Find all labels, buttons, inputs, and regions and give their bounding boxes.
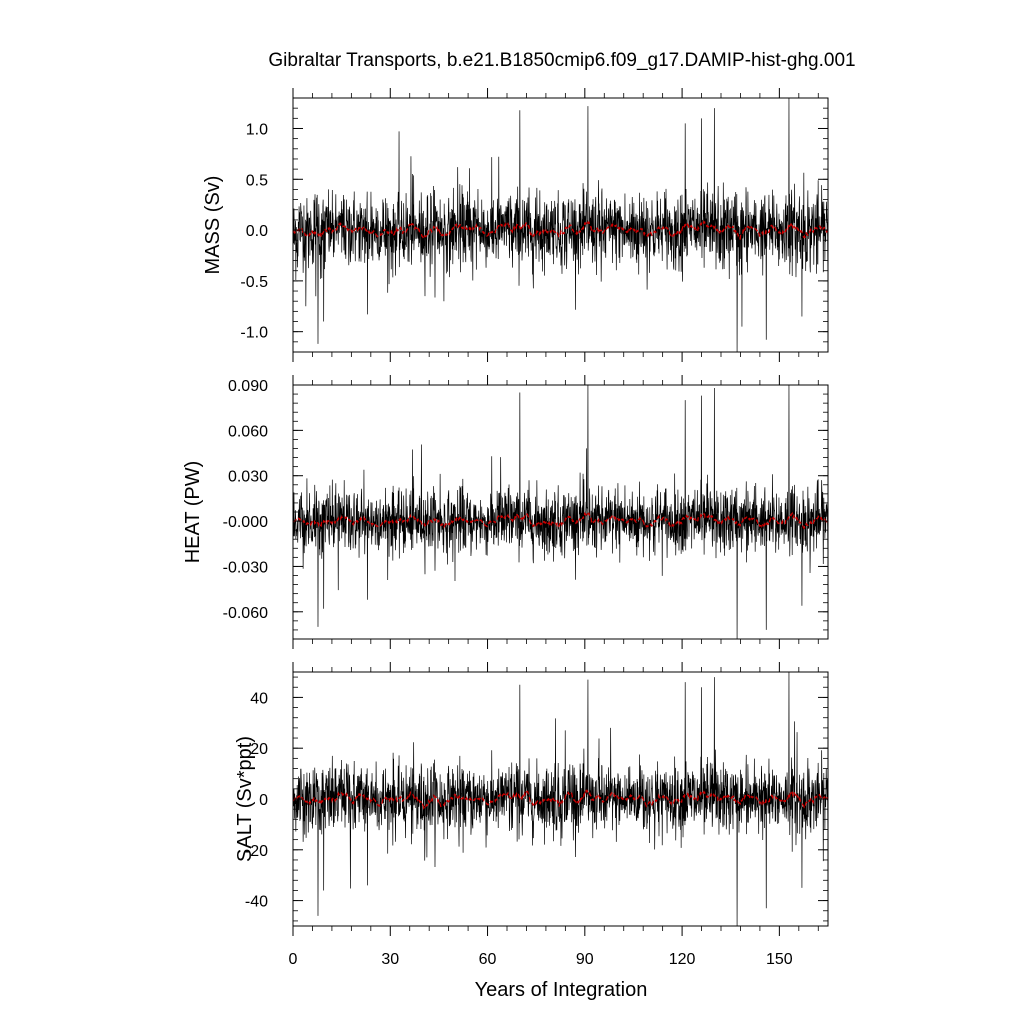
salt-ytick-label: 20 xyxy=(250,741,268,758)
heat-ytick-label: 0.030 xyxy=(228,469,268,486)
heat-ytick-label: -0.030 xyxy=(223,559,268,576)
mass-raw-series-line xyxy=(292,97,829,353)
salt-smoothed-series-line xyxy=(292,789,829,810)
mass-series-layer xyxy=(292,97,829,353)
xtick-label: 120 xyxy=(669,951,696,968)
mass-ytick-label: -1.0 xyxy=(240,325,268,342)
mass-tick-layer: -1.0 -0.5 0.0 0.5 1.0 xyxy=(240,88,828,362)
chart-title: Gibraltar Transports, b.e21.B1850cmip6.f… xyxy=(268,50,855,71)
heat-series-layer xyxy=(292,384,829,640)
mass-smoothed-series-line xyxy=(292,219,829,241)
xtick-label: 60 xyxy=(479,951,497,968)
xtick-label: 30 xyxy=(381,951,399,968)
heat-ytick-label: 0.090 xyxy=(228,378,268,395)
heat-ytick-label: 0.060 xyxy=(228,423,268,440)
x-axis-title: Years of Integration xyxy=(475,979,648,1001)
salt-ytick-label: -40 xyxy=(245,894,268,911)
mass-ytick-label: -0.5 xyxy=(240,274,268,291)
panel-mass: -1.0 -0.5 0.0 0.5 1.0 MASS (Sv) xyxy=(202,88,829,362)
salt-ytick-label: -20 xyxy=(245,843,268,860)
heat-raw-series-line xyxy=(292,384,829,640)
salt-ytick-label: 0 xyxy=(259,792,268,809)
heat-tick-layer: -0.060 -0.030 -0.000 0.030 0.060 0.090 xyxy=(223,375,828,649)
mass-y-axis-title: MASS (Sv) xyxy=(202,176,224,275)
x-tick-labels: 0 30 60 90 120 150 xyxy=(289,951,793,968)
panel-salt: -40 -20 0 20 40 SALT (Sv*ppt) xyxy=(234,662,829,936)
heat-y-axis-title: HEAT (PW) xyxy=(182,461,204,564)
xtick-label: 0 xyxy=(289,951,298,968)
salt-series-layer xyxy=(292,671,829,927)
salt-y-axis-title: SALT (Sv*ppt) xyxy=(234,736,256,862)
heat-ytick-label: -0.000 xyxy=(223,514,268,531)
salt-ytick-label: 40 xyxy=(250,690,268,707)
heat-ytick-label: -0.060 xyxy=(223,605,268,622)
mass-ytick-label: 0.5 xyxy=(246,172,268,189)
mass-plot-frame xyxy=(292,97,829,353)
xtick-label: 90 xyxy=(576,951,594,968)
xtick-label: 150 xyxy=(766,951,793,968)
heat-smoothed-series-line xyxy=(293,511,829,530)
panel-heat: -0.060 -0.030 -0.000 0.030 0.060 0.090 HEAT (… xyxy=(182,375,829,649)
salt-tick-layer: -40 -20 0 20 40 xyxy=(245,662,828,936)
mass-ytick-label: 0.0 xyxy=(246,223,268,240)
mass-ytick-label: 1.0 xyxy=(246,121,268,138)
